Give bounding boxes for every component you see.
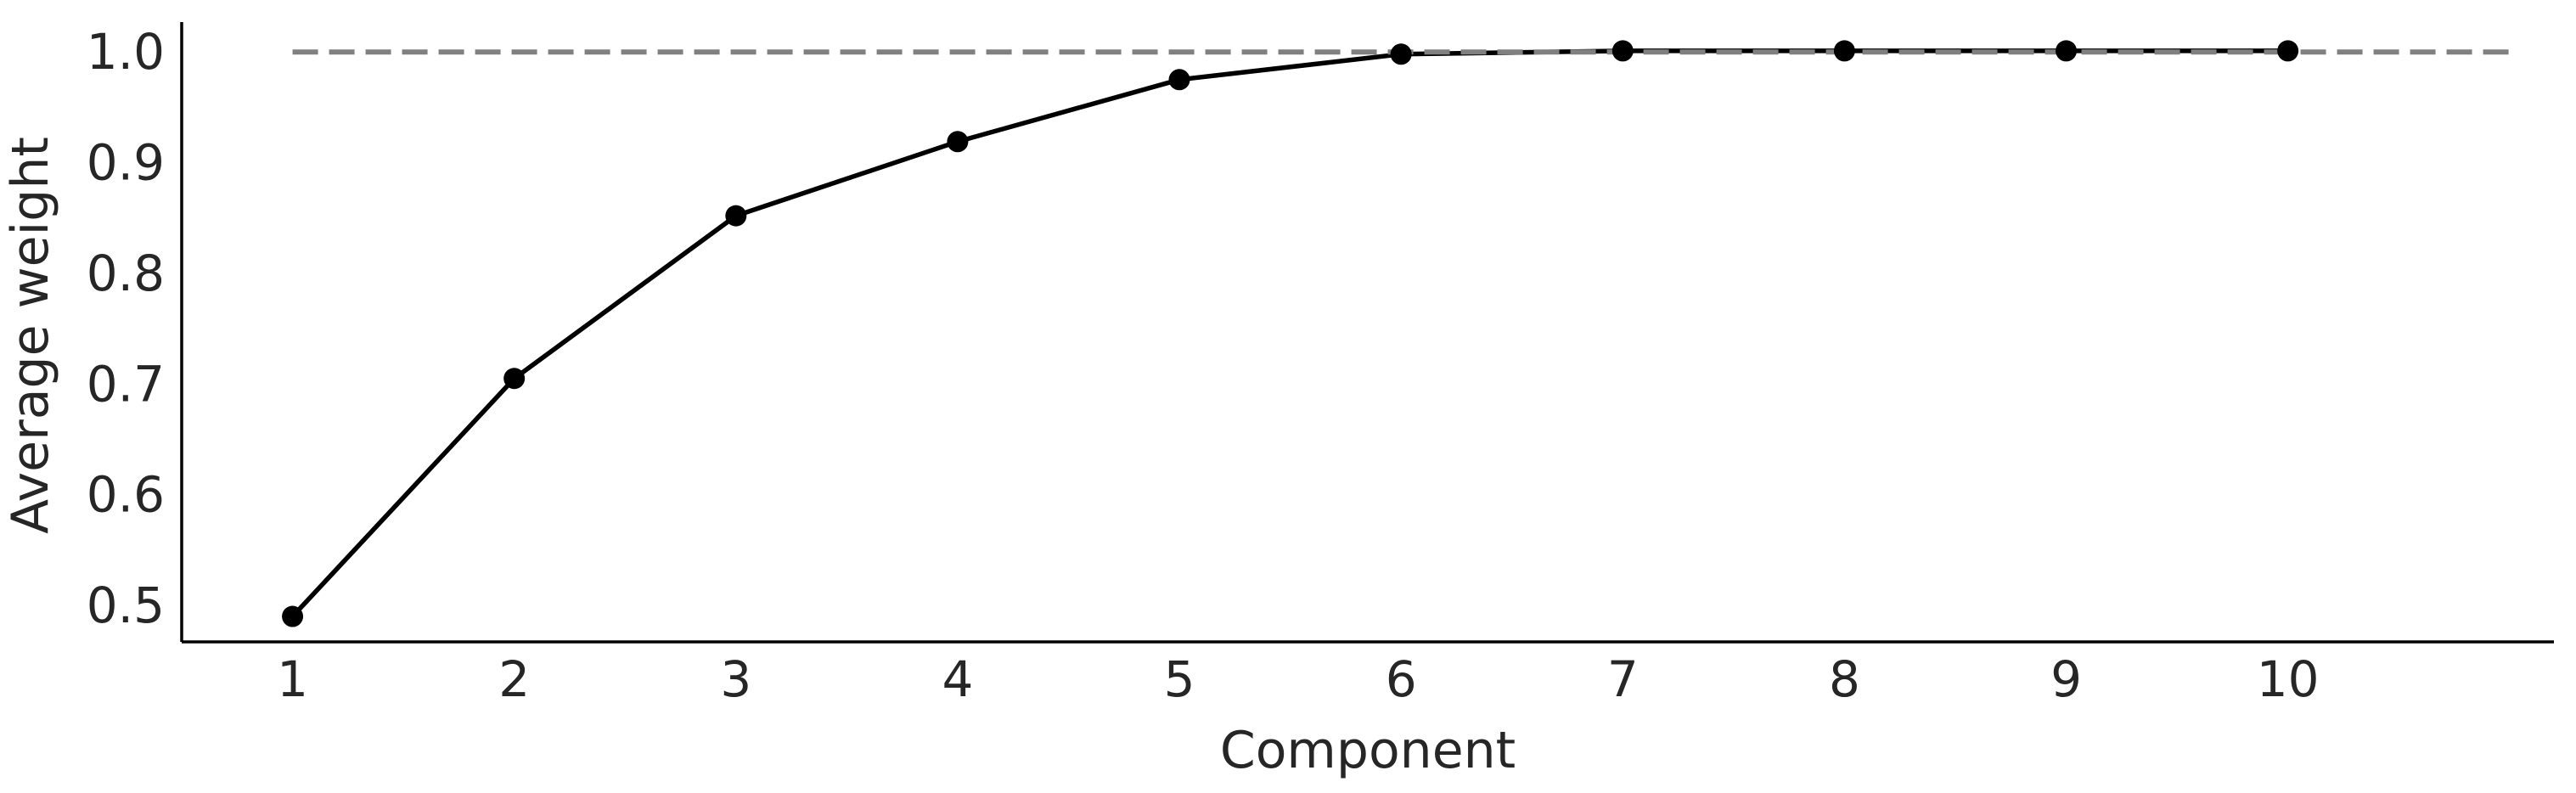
y-tick-label: 0.7 <box>87 355 165 413</box>
data-point <box>282 605 304 627</box>
y-axis-ticks: 0.5 0.6 0.7 0.8 0.9 1.0 <box>87 23 165 634</box>
data-point <box>725 205 747 227</box>
series-line <box>290 48 2288 618</box>
x-tick-label: 10 <box>2257 650 2320 708</box>
data-point <box>503 368 526 390</box>
y-tick-label: 0.5 <box>87 576 165 634</box>
x-tick-label: 4 <box>942 650 973 708</box>
x-tick-label: 5 <box>1164 650 1195 708</box>
y-tick-label: 0.8 <box>87 245 165 302</box>
x-tick-label: 1 <box>277 650 308 708</box>
data-point <box>2056 40 2078 62</box>
data-point <box>947 131 969 153</box>
data-point <box>2277 40 2299 62</box>
x-tick-label: 2 <box>498 650 530 708</box>
x-tick-label: 6 <box>1386 650 1417 708</box>
data-point <box>1833 40 1855 62</box>
data-point <box>1168 69 1190 91</box>
data-point <box>1390 43 1412 65</box>
y-tick-label: 0.9 <box>87 134 165 192</box>
y-tick-label: 1.0 <box>87 23 165 81</box>
x-tick-label: 7 <box>1607 650 1639 708</box>
x-tick-label: 8 <box>1829 650 1860 708</box>
plot-area <box>282 40 2510 627</box>
y-tick-label: 0.6 <box>87 466 165 524</box>
x-axis-ticks: 1 2 3 4 5 6 7 8 9 10 <box>277 650 2319 708</box>
y-axis-label: Average weight <box>1 137 60 534</box>
data-point <box>1611 40 1634 62</box>
x-tick-label: 9 <box>2050 650 2082 708</box>
x-tick-label: 3 <box>720 650 751 708</box>
x-axis-label: Component <box>1220 721 1516 780</box>
